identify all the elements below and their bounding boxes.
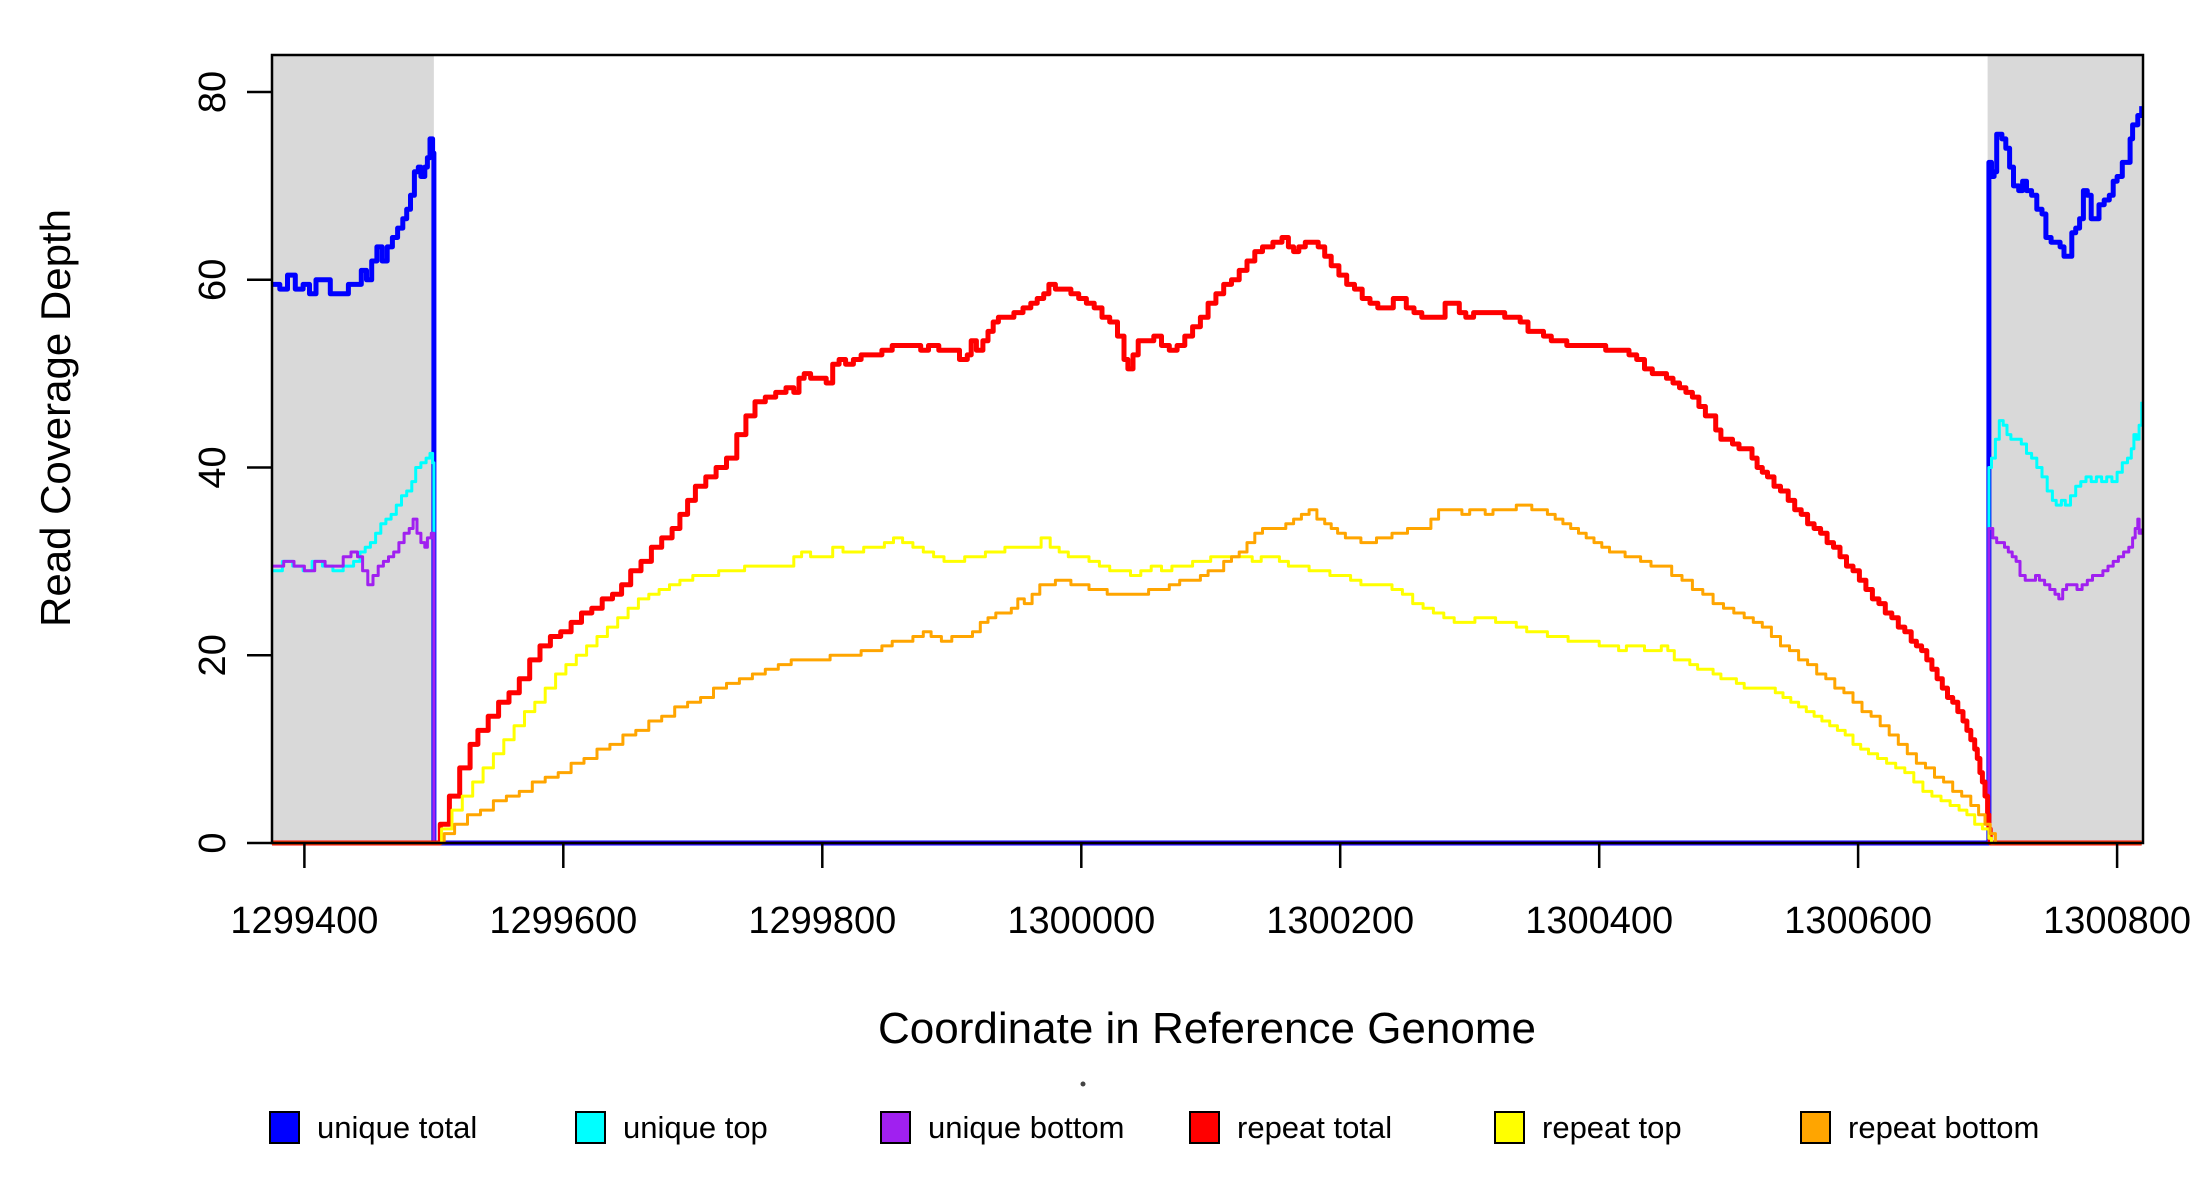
- series-line-repeat-top: [272, 536, 2142, 845]
- series-line-repeat-bottom: [272, 503, 2142, 845]
- x-tick-label-1299600: 1299600: [489, 900, 637, 942]
- legend-label-unique-total: unique total: [317, 1110, 477, 1145]
- x-tick-label-1300400: 1300400: [1525, 900, 1673, 942]
- legend-label-repeat-top: repeat top: [1542, 1110, 1682, 1145]
- x-tick-label-1299400: 1299400: [230, 900, 378, 942]
- shaded-region-right: [1987, 55, 2142, 843]
- x-tick-label-1300800: 1300800: [2043, 900, 2191, 942]
- plot-border: [270, 53, 2145, 845]
- series-line-unique-total: [272, 106, 2144, 846]
- plot-generated-content: 1299400 1299600 1299800 1300000 1300200 13004…: [192, 53, 2191, 1145]
- x-axis-title: Coordinate in Reference Genome: [878, 1004, 1536, 1053]
- x-tick-label-1300200: 1300200: [1266, 900, 1414, 942]
- legend-swatch-unique-top: [575, 1111, 606, 1144]
- y-tick-label-80: 80: [192, 71, 234, 113]
- series-line-unique-top: [272, 401, 2144, 845]
- legend-label-repeat-bottom: repeat bottom: [1848, 1110, 2039, 1145]
- x-tick-label-1299800: 1299800: [748, 900, 896, 942]
- legend-swatch-unique-total: [269, 1111, 300, 1144]
- y-tick-label-0: 0: [192, 832, 234, 853]
- x-tick-label-1300600: 1300600: [1784, 900, 1932, 942]
- legend-swatch-repeat-total: [1189, 1111, 1220, 1144]
- legend-swatch-unique-bottom: [880, 1111, 911, 1144]
- y-tick-label-60: 60: [192, 259, 234, 301]
- series-line-repeat-total: [272, 235, 2142, 846]
- legend-label-unique-top: unique top: [623, 1110, 768, 1145]
- legend-label-unique-bottom: unique bottom: [928, 1110, 1124, 1145]
- stray-dot-artifact: [1080, 1081, 1086, 1087]
- x-tick-label-1300000: 1300000: [1007, 900, 1155, 942]
- legend-swatch-repeat-bottom: [1800, 1111, 1831, 1144]
- y-tick-label-20: 20: [192, 634, 234, 676]
- y-tick-label-40: 40: [192, 446, 234, 488]
- y-axis-title: Read Coverage Depth: [32, 209, 79, 627]
- legend-label-repeat-total: repeat total: [1237, 1110, 1392, 1145]
- series-line-unique-bottom: [272, 517, 2144, 845]
- legend-swatch-repeat-top: [1494, 1111, 1525, 1144]
- shaded-region-left: [272, 55, 434, 843]
